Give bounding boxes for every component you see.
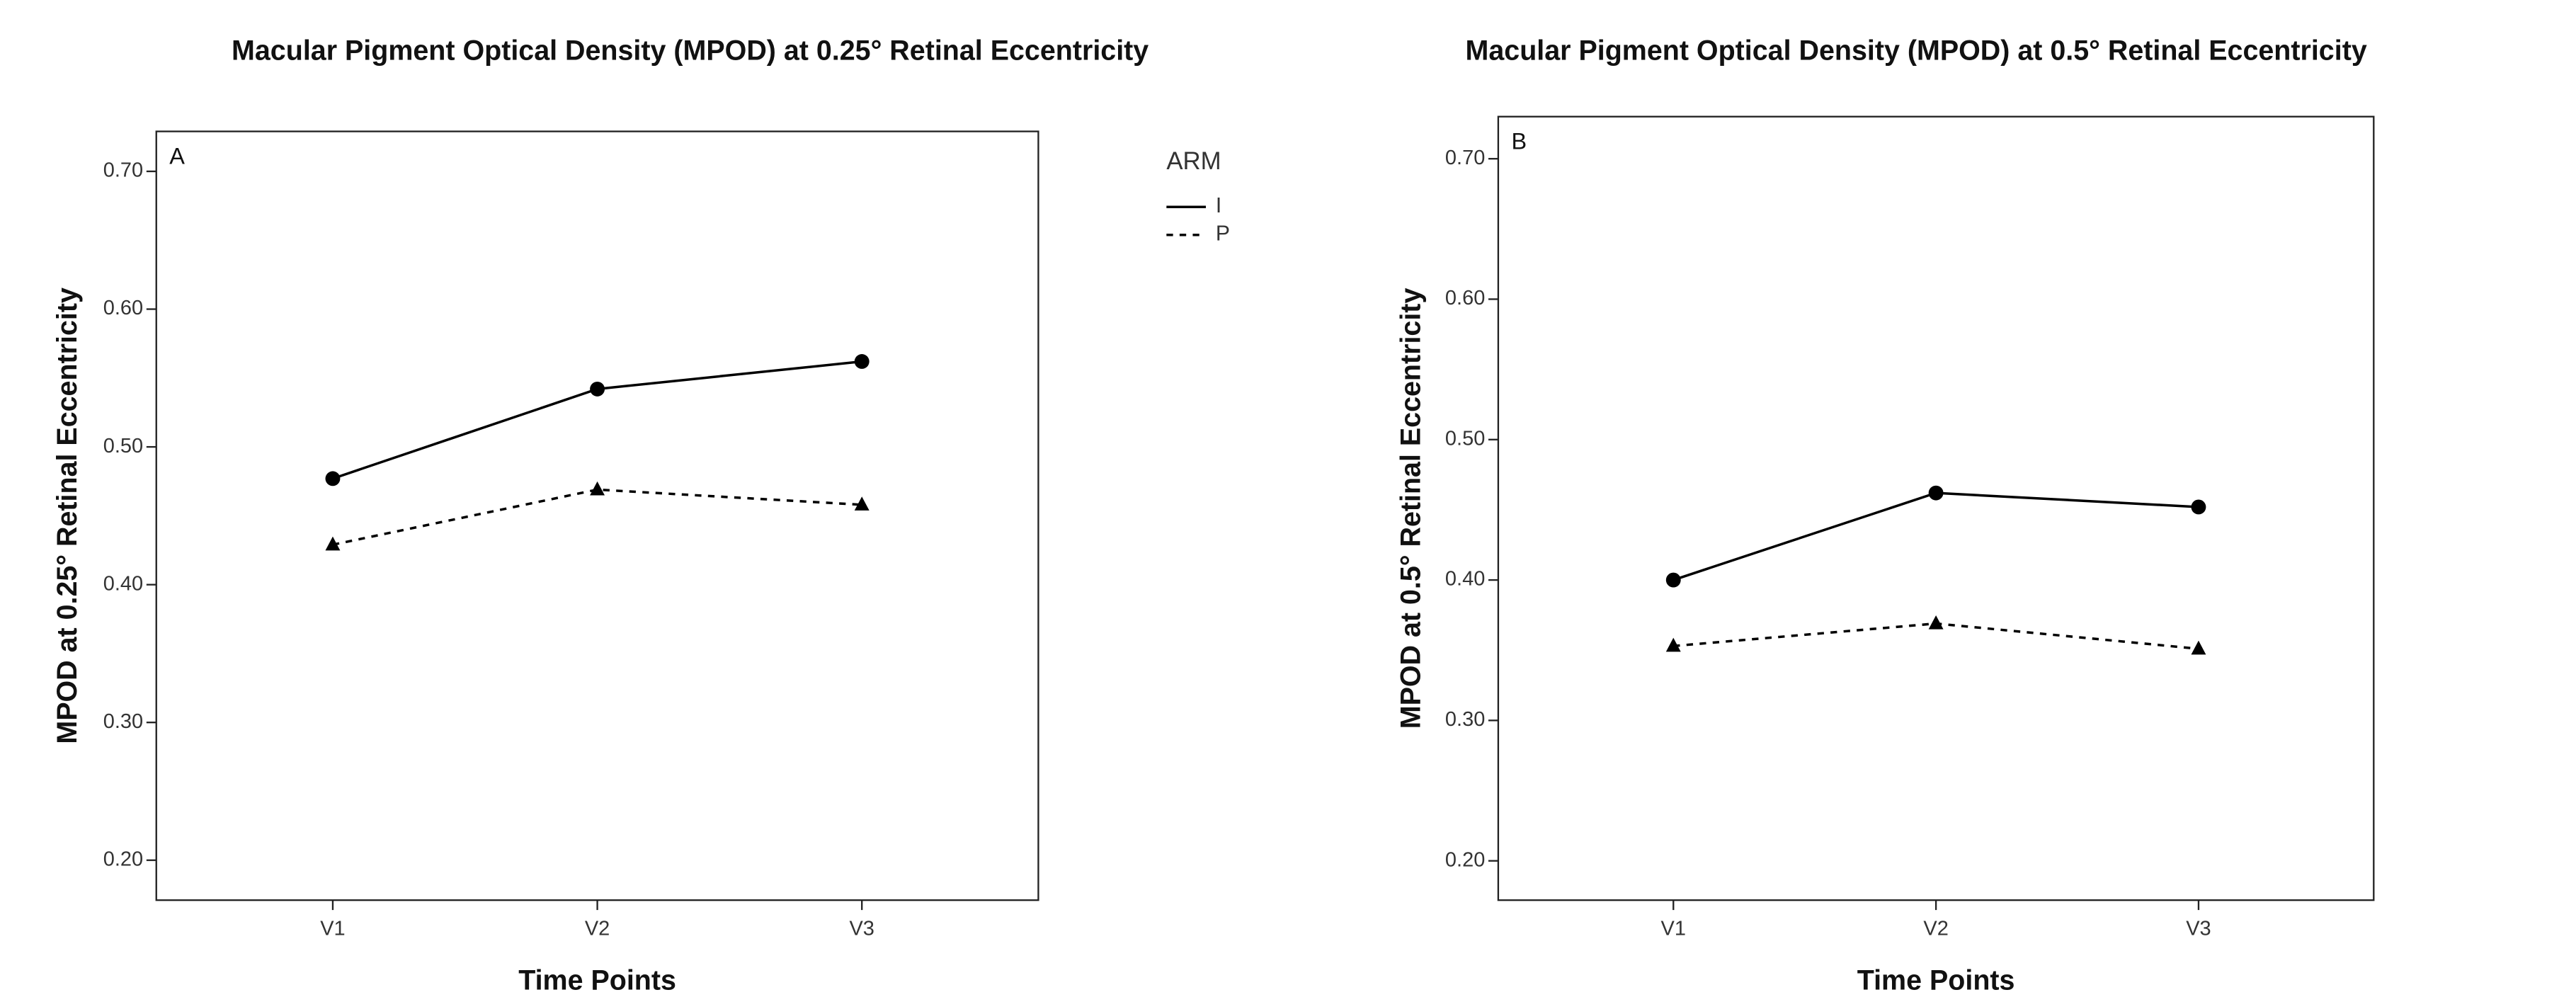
series-line [332, 488, 862, 546]
legend-label: P [1216, 222, 1230, 246]
y-tick-label: 0.40 [103, 572, 143, 595]
legend-title: ARM [1166, 148, 1221, 175]
point-marker [1665, 637, 1681, 652]
point-marker [1928, 485, 1944, 501]
panel-label: B [1511, 128, 1527, 154]
series-line [1672, 491, 2199, 581]
x-tick-label: V3 [849, 918, 874, 940]
y-tick-label: 0.70 [103, 159, 143, 182]
x-tick-label: V2 [585, 918, 610, 940]
x-axis-label: Time Points [1857, 965, 2015, 996]
y-tick-label: 0.30 [103, 710, 143, 733]
point-marker [590, 481, 605, 496]
panel-label: A [169, 143, 185, 169]
y-tick-label: 0.20 [1445, 848, 1485, 871]
y-tick-label: 0.50 [1445, 427, 1485, 450]
point-marker [2191, 640, 2206, 655]
point-marker [325, 471, 341, 486]
y-axis-label: MPOD at 0.5° Retinal Eccentricity [1396, 288, 1427, 729]
point-marker [325, 536, 341, 551]
point-marker [1928, 615, 1944, 630]
point-marker [590, 381, 605, 397]
y-tick-label: 0.60 [103, 297, 143, 319]
x-tick-label: V1 [1661, 918, 1686, 940]
y-tick-label: 0.60 [1445, 287, 1485, 309]
y-tick-label: 0.30 [1445, 708, 1485, 731]
x-tick-label: V2 [1923, 918, 1948, 940]
plot-frame [1497, 115, 2375, 901]
point-marker [1665, 572, 1681, 588]
plot-frame [155, 130, 1039, 901]
y-tick-label: 0.50 [103, 435, 143, 457]
point-marker [854, 496, 870, 511]
y-tick-label: 0.40 [1445, 568, 1485, 591]
chart-title: Macular Pigment Optical Density (MPOD) a… [232, 35, 1149, 67]
y-tick-label: 0.70 [1445, 147, 1485, 169]
point-marker [854, 354, 870, 369]
y-tick-label: 0.20 [103, 848, 143, 870]
y-axis-label: MPOD at 0.25° Retinal Eccentricity [52, 287, 83, 744]
x-axis-label: Time Points [518, 965, 676, 996]
x-tick-label: V3 [2186, 918, 2211, 940]
chart-title: Macular Pigment Optical Density (MPOD) a… [1466, 35, 2367, 67]
x-tick-label: V1 [320, 918, 345, 940]
point-marker [2191, 499, 2206, 515]
legend-label: I [1216, 194, 1221, 217]
series-line [332, 360, 862, 480]
